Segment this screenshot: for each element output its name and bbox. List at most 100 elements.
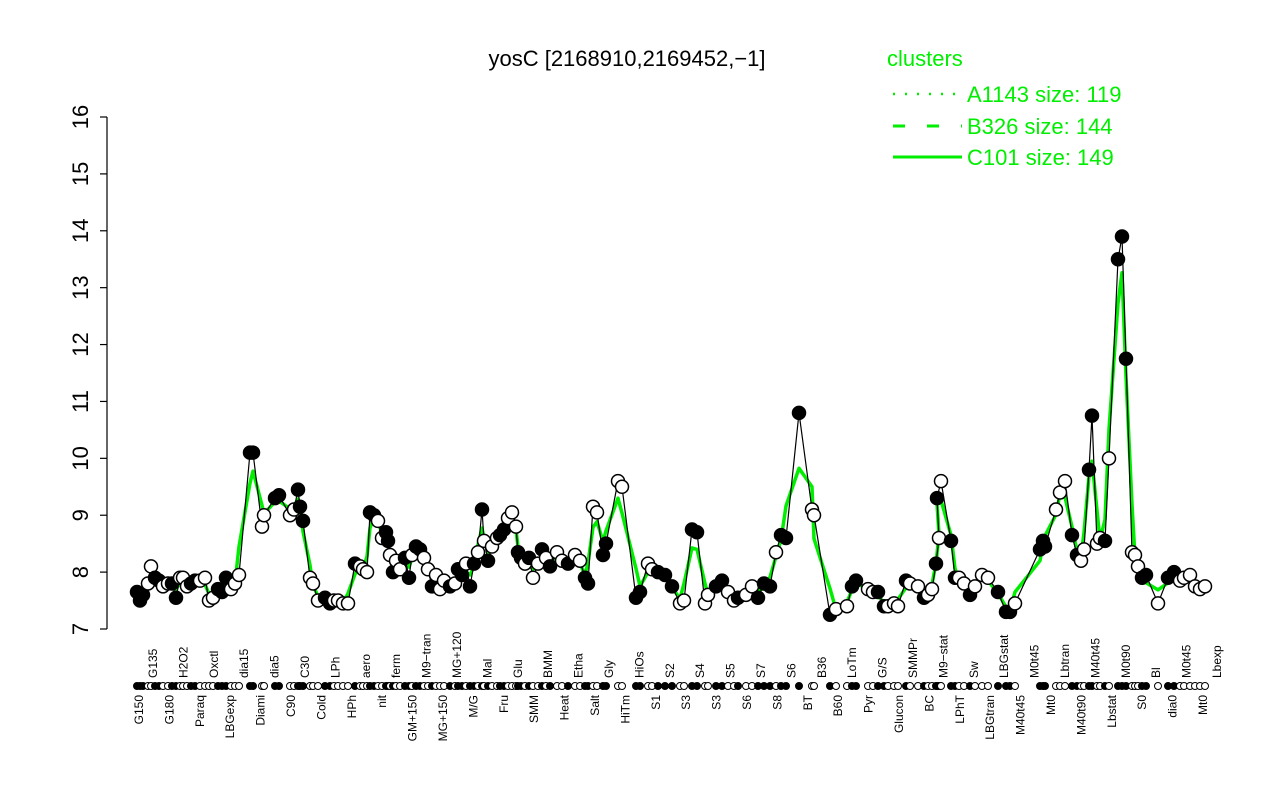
data-point xyxy=(990,584,1006,600)
x-tick-label: M/G xyxy=(466,695,480,718)
x-tick-label: Heat xyxy=(558,694,572,720)
data-point xyxy=(614,479,630,495)
x-tick-label: C90 xyxy=(284,695,298,717)
x-tick-label: Gly xyxy=(602,660,616,678)
x-tick-label: Mt0 xyxy=(1196,695,1210,715)
data-point xyxy=(340,596,356,611)
x-tick-label: dia5 xyxy=(268,655,282,678)
data-point xyxy=(470,544,486,560)
data-point xyxy=(1048,502,1064,517)
y-tick-label: 9 xyxy=(68,509,93,521)
x-tick-label: M0t45 xyxy=(1180,644,1194,678)
x-tick-label: B36 xyxy=(815,656,829,678)
data-point xyxy=(598,536,614,551)
data-point xyxy=(848,573,864,588)
data-point xyxy=(589,505,605,520)
x-tick-label: M0t90 xyxy=(1119,644,1133,678)
x-tick-label: ferm xyxy=(389,654,403,678)
x-tick-label: S6 xyxy=(784,663,798,678)
x-tick-label: M40t90 xyxy=(1074,695,1088,735)
x-tick-label: dia15 xyxy=(237,648,251,678)
data-point xyxy=(1110,251,1126,267)
data-point xyxy=(657,567,673,583)
data-point xyxy=(1118,351,1134,367)
data-point xyxy=(256,507,272,523)
x-tick-label: Mal xyxy=(480,659,494,678)
x-tick-label: M40t45 xyxy=(1014,695,1028,735)
x-tick-label: Mt0 xyxy=(1044,695,1058,715)
x-tick-label: LBGtran xyxy=(983,695,997,740)
data-point xyxy=(572,553,588,568)
legend-entry-a1143: A1143 size: 119 xyxy=(967,82,1122,107)
x-tick-label: Oxctl xyxy=(207,651,221,678)
x-tick-label: Lbstat xyxy=(1105,694,1119,727)
x-tick-label: G/S xyxy=(876,657,890,678)
data-point xyxy=(689,525,705,540)
data-point xyxy=(525,570,541,586)
data-point xyxy=(943,533,959,549)
data-point xyxy=(967,579,983,594)
x-tick-label: G150 xyxy=(132,695,146,725)
data-point xyxy=(1197,579,1213,594)
legend: clusters A1143 size: 119 B326 size: 144 … xyxy=(887,46,1122,170)
x-tick-label: Lbtran xyxy=(1058,644,1072,678)
x-tick-label: SMM xyxy=(527,695,541,723)
x-tick-label: Cold xyxy=(314,695,328,720)
x-tick-label: Paraq xyxy=(193,695,207,727)
data-point xyxy=(931,530,947,546)
data-point xyxy=(370,513,386,529)
data-point xyxy=(580,576,596,591)
x-tick-label: LBGstat xyxy=(997,634,1011,678)
x-tick-label: M9−stat xyxy=(936,634,950,678)
y-tick-label: 14 xyxy=(68,219,93,243)
x-tick-label: LBGexp xyxy=(223,695,237,739)
x-tick-label: S3 xyxy=(679,695,693,710)
data-point xyxy=(504,505,520,520)
x-tick-label: nit xyxy=(375,694,389,707)
data-point xyxy=(380,533,396,549)
data-point xyxy=(664,579,680,594)
x-tick-label: LoTm xyxy=(845,647,859,678)
data-point xyxy=(290,482,306,497)
x-tick-label: MG+150 xyxy=(436,695,450,742)
data-point xyxy=(778,530,794,546)
x-tick-label: Pyr xyxy=(862,695,876,713)
data-point xyxy=(806,507,822,523)
x-axis-markers xyxy=(133,682,1209,690)
data-point xyxy=(933,473,949,489)
x-tick-label: Diami xyxy=(254,695,268,726)
data-point xyxy=(292,499,308,514)
data-points xyxy=(129,229,1213,623)
x-tick-label: LPh xyxy=(328,657,342,678)
x-tick-label: GM+150 xyxy=(406,695,420,742)
cluster-mean-line xyxy=(135,270,1206,612)
data-point xyxy=(305,576,321,591)
data-point xyxy=(924,581,940,597)
x-tick-label: Etha xyxy=(572,653,586,678)
y-tick-label: 13 xyxy=(68,275,93,299)
data-point xyxy=(168,590,184,605)
x-tick-label: H2O2 xyxy=(176,646,190,678)
data-point xyxy=(980,570,996,586)
expression-line xyxy=(136,236,1206,617)
data-point xyxy=(762,579,778,594)
x-tick-label: S3 xyxy=(710,695,724,710)
data-point xyxy=(474,502,490,517)
x-tick-label: C30 xyxy=(298,656,312,678)
data-point xyxy=(542,559,558,574)
x-tick-label: Glucon xyxy=(892,695,906,733)
data-point xyxy=(791,405,807,421)
data-point xyxy=(508,519,524,534)
data-point xyxy=(480,553,496,568)
data-point xyxy=(1081,462,1097,477)
x-tick-label: dia0 xyxy=(1166,695,1180,718)
x-tick-label: S4 xyxy=(693,663,707,678)
data-point xyxy=(1150,596,1166,611)
data-point xyxy=(928,556,944,571)
data-point xyxy=(231,567,247,583)
x-tick-label: Bl xyxy=(1149,667,1163,678)
x-tick-label: S5 xyxy=(724,663,738,678)
x-tick-label: Glu xyxy=(511,659,525,678)
data-point xyxy=(1007,596,1023,611)
